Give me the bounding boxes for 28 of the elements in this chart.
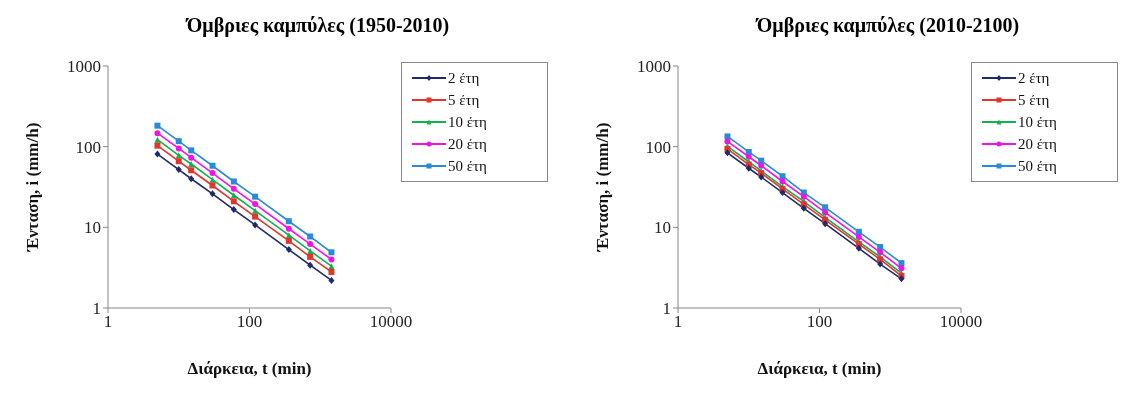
x-axis-title: Διάρκεια, t (min) — [187, 359, 312, 378]
legend-label: 10 έτη — [1018, 113, 1057, 132]
legend-label: 2 έτη — [448, 69, 480, 88]
y-tick-label: 1 — [662, 299, 671, 319]
x-tick-label: 100 — [236, 312, 263, 332]
chart-title: Όμβριες καμπύλες (2010-2100) — [754, 13, 1021, 39]
chart-title: Όμβριες καμπύλες (1950-2010) — [184, 13, 451, 39]
y-tick-label: 1000 — [637, 57, 671, 77]
y-tick-label: 10 — [654, 218, 671, 238]
y-tick-label: 100 — [75, 137, 101, 157]
legend-label: 50 έτη — [1018, 157, 1057, 176]
y-axis-title: Ένταση, i (mm/h) — [23, 122, 43, 253]
x-axis-title: Διάρκεια, t (min) — [757, 359, 882, 378]
y-tick-label: 100 — [645, 137, 671, 157]
legend-label: 10 έτη — [448, 113, 487, 132]
y-tick-label: 1000 — [67, 57, 101, 77]
legend-label: 20 έτη — [1018, 135, 1057, 154]
legend-label: 5 έτη — [448, 91, 480, 110]
x-tick-label: 10000 — [939, 312, 983, 332]
y-tick-label: 1 — [92, 299, 101, 319]
x-tick-label: 100 — [806, 312, 833, 332]
x-tick-label: 10000 — [369, 312, 413, 332]
legend-label: 50 έτη — [448, 157, 487, 176]
legend-label: 2 έτη — [1018, 69, 1050, 88]
legend-label: 5 έτη — [1018, 91, 1050, 110]
y-axis-title: Ένταση, i (mm/h) — [593, 122, 613, 253]
y-tick-label: 10 — [84, 218, 101, 238]
legend-label: 20 έτη — [448, 135, 487, 154]
